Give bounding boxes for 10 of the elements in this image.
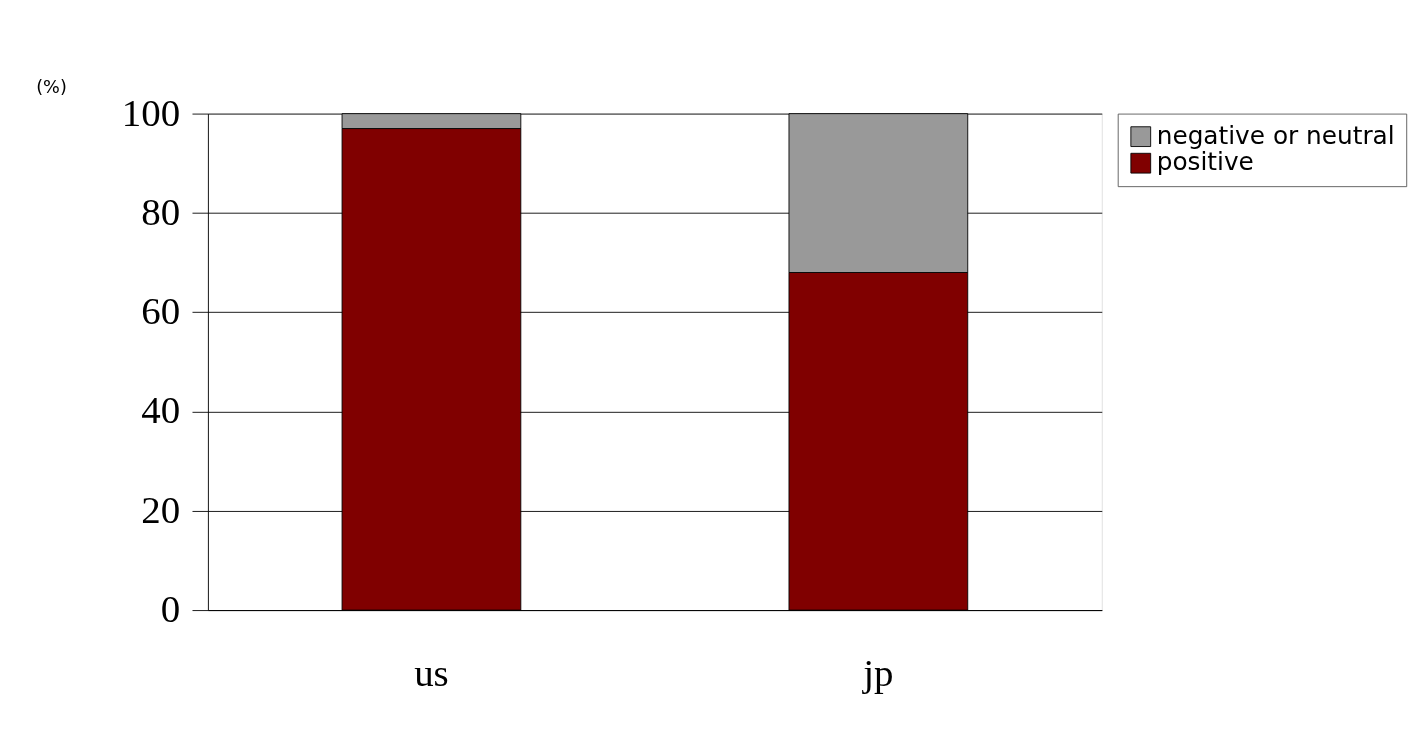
y-axis-title: (%)	[36, 76, 67, 97]
y-tick-label: 100	[121, 90, 181, 134]
y-tick-label: 80	[141, 189, 181, 233]
y-tick-label: 0	[160, 587, 181, 631]
x-tick-label: jp	[861, 650, 894, 694]
y-tick-label: 20	[141, 487, 181, 531]
legend-label: negative or neutral	[1156, 120, 1395, 150]
y-tick-label: 40	[141, 388, 181, 432]
x-tick-label: us	[414, 650, 449, 694]
y-tick-label: 60	[141, 289, 181, 333]
